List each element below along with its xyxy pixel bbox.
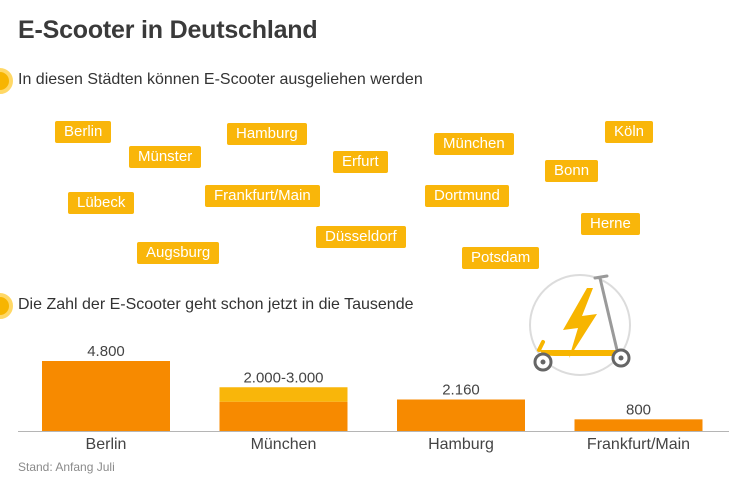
bullet-dot-icon — [0, 68, 13, 94]
bar-chart: 4.800 Berlin 2.000-3.000 München 2.160 Hambur… — [18, 343, 729, 453]
city-tag-herne: Herne — [581, 213, 640, 235]
data-label-3: 800 — [626, 401, 651, 418]
page-title: E-Scooter in Deutschland — [18, 16, 318, 44]
city-tag-hamburg: Hamburg — [227, 123, 307, 145]
city-tag-augsburg: Augsburg — [137, 242, 220, 264]
bar-range-1 — [219, 387, 348, 402]
bar-0 — [42, 361, 170, 431]
x-tick-label-0: Berlin — [86, 436, 127, 453]
city-tag-dortmund: Dortmund — [425, 185, 509, 207]
data-label-1: 2.000-3.000 — [243, 369, 323, 386]
bullet-dot-icon — [0, 293, 13, 319]
city-tag-muenster: Münster — [129, 146, 202, 168]
data-label-0: 4.800 — [87, 343, 125, 360]
bar-2 — [397, 399, 525, 431]
city-tag-potsdam: Potsdam — [462, 247, 540, 269]
city-tag-koeln: Köln — [605, 121, 654, 143]
bar-1 — [219, 401, 348, 431]
city-tag-duesseldorf: Düsseldorf — [316, 226, 406, 248]
city-tag-bonn: Bonn — [545, 160, 599, 182]
x-tick-label-2: Hamburg — [428, 436, 494, 453]
city-tag-erfurt: Erfurt — [333, 151, 388, 173]
x-tick-label-1: München — [251, 436, 317, 453]
bar-3 — [574, 419, 703, 431]
city-tag-muenchen: München — [434, 133, 514, 155]
x-tick-label-3: Frankfurt/Main — [587, 436, 690, 453]
source-note: Stand: Anfang Juli — [18, 460, 115, 474]
city-tag-berlin: Berlin — [55, 121, 112, 143]
data-label-2: 2.160 — [442, 382, 480, 399]
section-heading-cities-text: In diesen Städten können E-Scooter ausge… — [18, 71, 423, 88]
city-tag-luebeck: Lübeck — [68, 192, 135, 214]
section-heading-counts-text: Die Zahl der E-Scooter geht schon jetzt … — [18, 296, 414, 313]
e-scooter-icon — [529, 274, 631, 376]
city-tag-frankfurt: Frankfurt/Main — [205, 185, 320, 207]
